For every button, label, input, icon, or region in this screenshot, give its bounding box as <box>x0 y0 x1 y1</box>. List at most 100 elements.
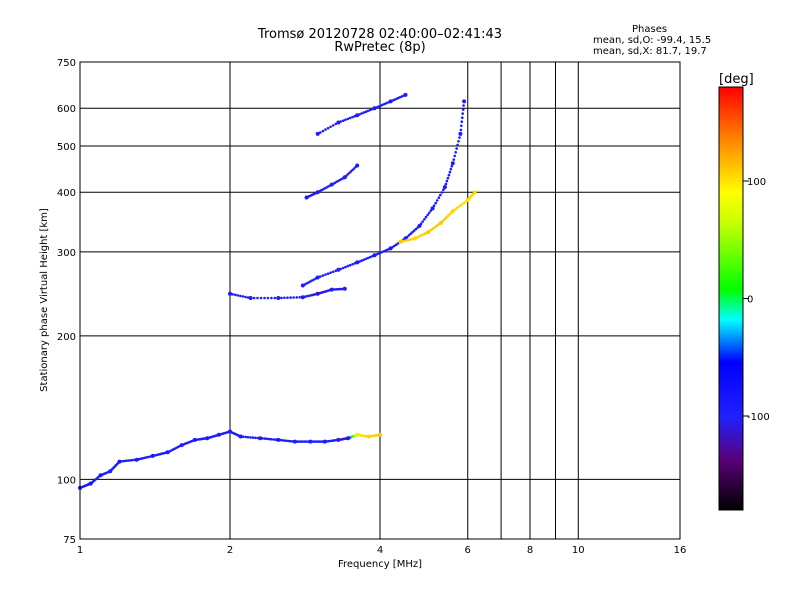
data-point-interp <box>450 164 454 168</box>
data-point-interp <box>360 112 363 115</box>
data-point-interp <box>237 434 241 438</box>
data-point-interp <box>424 215 428 219</box>
data-point-interp <box>421 220 425 223</box>
data-point-interp <box>256 296 259 300</box>
colorbar-tick-label: 0 <box>747 295 753 306</box>
data-point-interp <box>131 458 134 462</box>
data-point-interp <box>265 437 269 441</box>
data-point-interp <box>440 191 444 194</box>
data-point-interp <box>360 259 363 263</box>
data-point-interp <box>464 200 468 203</box>
data-point-interp <box>233 293 237 297</box>
data-point-interp <box>301 440 305 443</box>
data-point-interp <box>263 437 267 440</box>
x-ticks: 1 2 4 6 8 10 16 <box>77 545 687 556</box>
data-point-interp <box>314 292 318 296</box>
data-point-interp <box>291 440 295 443</box>
data-point-interp <box>244 435 247 439</box>
data-point-interp <box>461 116 464 119</box>
data-point-interp <box>312 440 316 443</box>
data-point-interp <box>461 108 465 111</box>
data-point-interp <box>425 231 428 235</box>
data-points <box>78 92 477 490</box>
data-point-interp <box>124 459 128 463</box>
data-point-interp <box>283 439 286 442</box>
data-point-interp <box>316 440 319 443</box>
data-point-interp <box>331 270 335 274</box>
data-point-interp <box>379 251 382 254</box>
data-point-interp <box>318 440 321 443</box>
data-point-interp <box>396 242 400 245</box>
grid <box>80 62 680 539</box>
data-point-interp <box>178 444 182 448</box>
chart-title: Tromsø 20120728 02:40:00–02:41:43 <box>257 27 503 42</box>
data-point-interp <box>303 440 306 443</box>
data-point-interp <box>204 437 207 440</box>
data-point-interp <box>439 193 442 197</box>
data-point-interp <box>251 436 255 439</box>
data-point-interp <box>377 252 380 255</box>
data-point-interp <box>452 158 456 161</box>
data-point-interp <box>383 249 386 253</box>
data-point-interp <box>460 124 463 128</box>
data-point <box>442 185 447 190</box>
data-point-interp <box>297 440 301 443</box>
data-point-interp <box>348 116 352 120</box>
data-point-interp <box>362 111 366 114</box>
data-point-interp <box>315 191 318 195</box>
data-point <box>336 267 341 272</box>
data-point-interp <box>324 273 327 276</box>
data-point-interp <box>351 115 354 119</box>
data-point <box>276 296 281 300</box>
data-point-interp <box>348 263 352 267</box>
data-point-interp <box>292 296 295 299</box>
data-point-interp <box>231 293 234 296</box>
x-tick-label: 8 <box>527 545 533 556</box>
data-point-interp <box>450 211 453 214</box>
data-point-interp <box>270 296 273 300</box>
data-point-interp <box>362 258 366 262</box>
data-point-interp <box>305 440 308 443</box>
x-axis-label: Frequency [MHz] <box>338 559 422 570</box>
data-point <box>315 131 320 136</box>
data-point-interp <box>283 296 286 300</box>
data-point-interp <box>394 243 398 246</box>
data-point-interp <box>141 457 145 460</box>
data-point <box>430 206 435 211</box>
data-point-interp <box>249 436 252 439</box>
data-point-interp <box>387 248 390 251</box>
data-point-interp <box>391 245 394 249</box>
data-point-interp <box>453 208 457 212</box>
data-point-interp <box>273 296 277 300</box>
data-point-interp <box>445 179 449 183</box>
data-point-interp <box>414 227 418 231</box>
data-point <box>336 120 341 125</box>
data-point-interp <box>435 199 439 202</box>
colorbar <box>718 86 744 511</box>
colorbar-ticks: 100 0 -100 <box>743 177 770 423</box>
data-point-interp <box>164 451 168 455</box>
data-point-interp <box>460 120 464 123</box>
data-point-interp <box>385 248 388 252</box>
data-point-interp <box>448 170 452 174</box>
data-point-interp <box>447 173 451 177</box>
data-point <box>450 161 455 166</box>
data-point-interp <box>270 438 273 441</box>
data-point-interp <box>438 222 441 226</box>
data-point-interp <box>295 440 299 443</box>
data-point-interp <box>457 205 460 209</box>
data-point-interp <box>307 440 310 443</box>
data-point-interp <box>147 455 151 459</box>
x-tick-label: 6 <box>465 545 471 556</box>
data-point-interp <box>319 131 322 134</box>
x-tick-label: 16 <box>674 545 687 556</box>
data-point-interp <box>364 257 368 261</box>
data-point-interp <box>459 204 462 207</box>
y-tick-label: 600 <box>57 104 76 115</box>
data-point-interp <box>455 147 458 150</box>
colorbar-unit: [deg] <box>719 72 754 87</box>
data-point-interp <box>371 254 374 258</box>
x-tick-label: 2 <box>227 545 233 556</box>
data-point-interp <box>393 244 396 248</box>
